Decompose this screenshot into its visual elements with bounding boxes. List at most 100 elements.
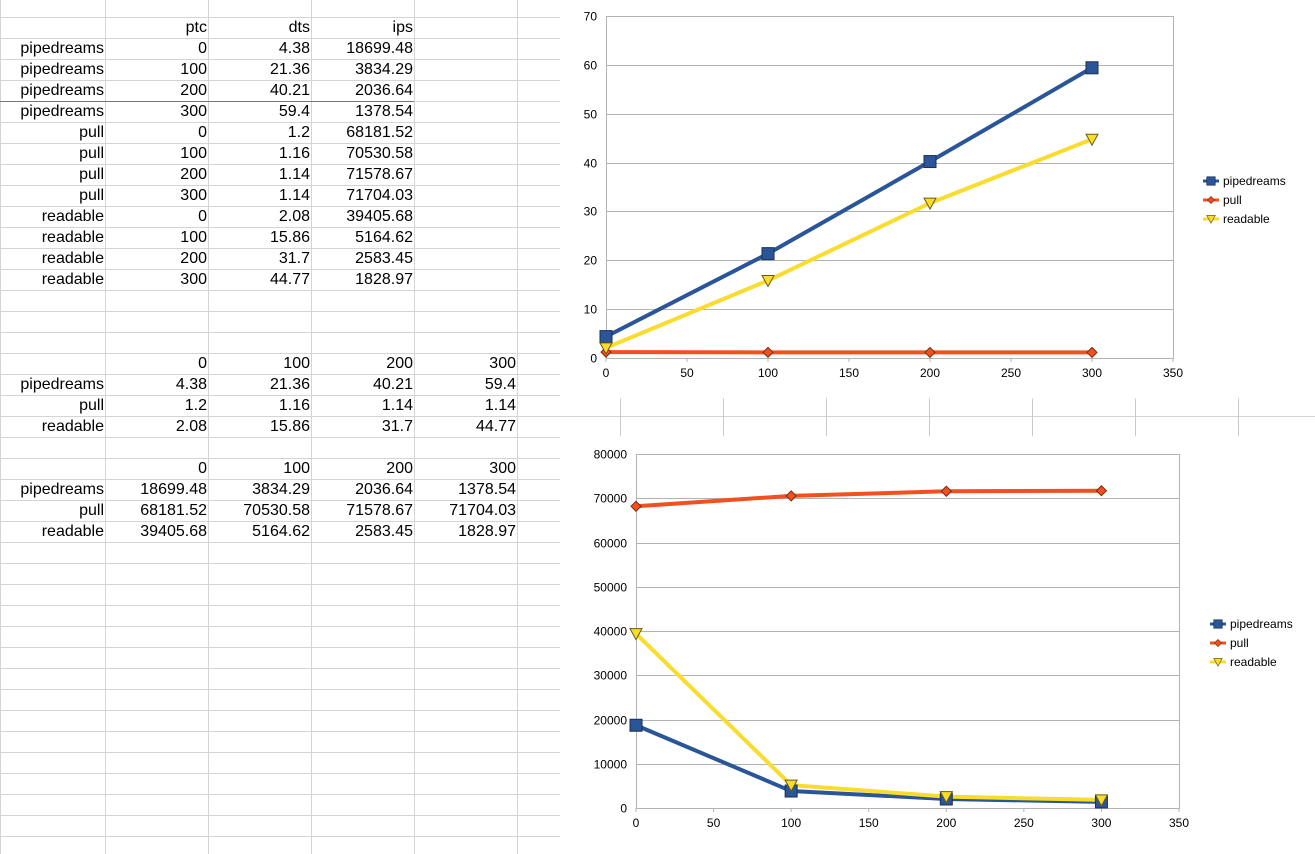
value-cell[interactable]: 40.21 [269, 82, 310, 99]
value-cell[interactable]: 71578.67 [346, 166, 413, 183]
series-line-pull[interactable] [635, 488, 1102, 509]
header-cell[interactable]: ptc [185, 19, 207, 36]
row-label-cell[interactable]: pipedreams [20, 61, 104, 78]
data-point-pull[interactable] [924, 346, 936, 359]
value-cell[interactable]: 300 [180, 187, 207, 204]
value-cell[interactable]: 0 [198, 208, 207, 225]
data-point-pull[interactable] [785, 490, 797, 502]
series-line-readable[interactable] [605, 137, 1093, 350]
header-cell[interactable]: ips [392, 19, 413, 36]
data-point-pipedreams[interactable] [629, 718, 643, 732]
value-cell[interactable]: 1.16 [278, 145, 310, 162]
value-cell[interactable]: 2583.45 [355, 523, 413, 540]
row-label-cell[interactable]: pipedreams [20, 82, 104, 99]
row-label-cell[interactable]: pipedreams [20, 376, 104, 393]
value-cell[interactable]: 39405.68 [346, 208, 413, 225]
value-cell[interactable]: 21.36 [269, 376, 310, 393]
header-cell[interactable]: 0 [198, 460, 207, 477]
legend-marker-pull[interactable] [1214, 639, 1222, 647]
legend-marker-pipedreams[interactable] [1213, 619, 1223, 629]
legend-marker-pipedreams[interactable] [1206, 176, 1216, 186]
value-cell[interactable]: 100 [180, 229, 207, 246]
header-cell[interactable]: 300 [489, 355, 516, 372]
row-label-cell[interactable]: pull [79, 145, 104, 162]
value-cell[interactable]: 1.14 [278, 187, 310, 204]
value-cell[interactable]: 1828.97 [355, 271, 413, 288]
value-cell[interactable]: 2036.64 [355, 82, 413, 99]
value-cell[interactable]: 3834.29 [252, 481, 310, 498]
value-cell[interactable]: 0 [198, 40, 207, 57]
data-point-pipedreams[interactable] [761, 247, 775, 261]
row-label-cell[interactable]: readable [41, 250, 104, 267]
value-cell[interactable]: 31.7 [278, 250, 310, 267]
series-line-pipedreams[interactable] [605, 66, 1094, 339]
header-cell[interactable]: 100 [283, 460, 310, 477]
value-cell[interactable]: 40.21 [372, 376, 413, 393]
value-cell[interactable]: 200 [180, 250, 207, 267]
data-point-pull[interactable] [630, 500, 642, 513]
value-cell[interactable]: 70530.58 [346, 145, 413, 162]
row-label-cell[interactable]: pipedreams [20, 103, 104, 120]
data-point-pipedreams[interactable] [923, 155, 937, 169]
value-cell[interactable]: 59.4 [278, 103, 310, 120]
data-point-pipedreams[interactable] [1085, 61, 1099, 75]
value-cell[interactable]: 68181.52 [346, 124, 413, 141]
data-point-readable[interactable] [629, 628, 643, 641]
data-point-readable[interactable] [923, 197, 937, 211]
value-cell[interactable]: 1378.54 [458, 481, 516, 498]
value-cell[interactable]: 200 [180, 166, 207, 183]
row-label-cell[interactable]: pipedreams [20, 40, 104, 57]
data-point-readable[interactable] [939, 791, 954, 804]
value-cell[interactable]: 15.86 [269, 229, 310, 246]
value-cell[interactable]: 68181.52 [140, 502, 207, 519]
value-cell[interactable]: 2.08 [175, 418, 207, 435]
value-cell[interactable]: 18699.48 [346, 40, 413, 57]
value-cell[interactable]: 3834.29 [355, 61, 413, 78]
data-point-readable[interactable] [761, 275, 775, 288]
value-cell[interactable]: 71704.03 [449, 502, 516, 519]
value-cell[interactable]: 59.4 [484, 376, 516, 393]
value-cell[interactable]: 1.14 [484, 397, 516, 414]
row-label-cell[interactable]: readable [41, 418, 104, 435]
value-cell[interactable]: 100 [180, 61, 207, 78]
series-line-readable[interactable] [634, 632, 1102, 802]
chart-ips[interactable]: 0 10000 20000 30000 40000 50000 60000 70000 8000… [560, 436, 1315, 854]
value-cell[interactable]: 100 [180, 145, 207, 162]
legend-marker-pull[interactable] [1207, 196, 1215, 204]
data-point-pull[interactable] [1086, 346, 1098, 359]
data-point-pull[interactable] [762, 346, 774, 359]
legend-marker-readable[interactable] [1206, 215, 1216, 224]
value-cell[interactable]: 4.38 [175, 376, 207, 393]
value-cell[interactable]: 31.7 [381, 418, 413, 435]
value-cell[interactable]: 2583.45 [355, 250, 413, 267]
legend-marker-readable[interactable] [1213, 658, 1223, 667]
value-cell[interactable]: 1.2 [287, 124, 310, 141]
data-point-pipedreams[interactable] [599, 330, 613, 344]
chart-dts[interactable]: 0 10 20 30 40 50 60 70 0 50 100 150 200 250 300 350 pipe… [560, 0, 1315, 398]
value-cell[interactable]: 18699.48 [140, 481, 207, 498]
data-point-pull[interactable] [940, 485, 952, 497]
value-cell[interactable]: 0 [198, 124, 207, 141]
value-cell[interactable]: 2.08 [278, 208, 310, 225]
value-cell[interactable]: 2036.64 [355, 481, 413, 498]
value-cell[interactable]: 200 [180, 82, 207, 99]
data-point-readable[interactable] [1094, 794, 1109, 807]
value-cell[interactable]: 1378.54 [355, 103, 413, 120]
row-label-cell[interactable]: readable [41, 208, 104, 225]
value-cell[interactable]: 70530.58 [243, 502, 310, 519]
row-label-cell[interactable]: pipedreams [20, 481, 104, 498]
data-point-readable[interactable] [1085, 133, 1099, 147]
value-cell[interactable]: 1.16 [278, 397, 310, 414]
value-cell[interactable]: 5164.62 [355, 229, 413, 246]
row-label-cell[interactable]: pull [79, 397, 104, 414]
value-cell[interactable]: 44.77 [475, 418, 516, 435]
row-label-cell[interactable]: pull [79, 166, 104, 183]
data-point-readable[interactable] [599, 342, 613, 355]
row-label-cell[interactable]: pull [79, 502, 104, 519]
header-cell[interactable]: 300 [489, 460, 516, 477]
value-cell[interactable]: 1.2 [184, 397, 207, 414]
value-cell[interactable]: 15.86 [269, 418, 310, 435]
row-label-cell[interactable]: pull [79, 124, 104, 141]
header-cell[interactable]: dts [288, 19, 310, 36]
value-cell[interactable]: 1.14 [278, 166, 310, 183]
